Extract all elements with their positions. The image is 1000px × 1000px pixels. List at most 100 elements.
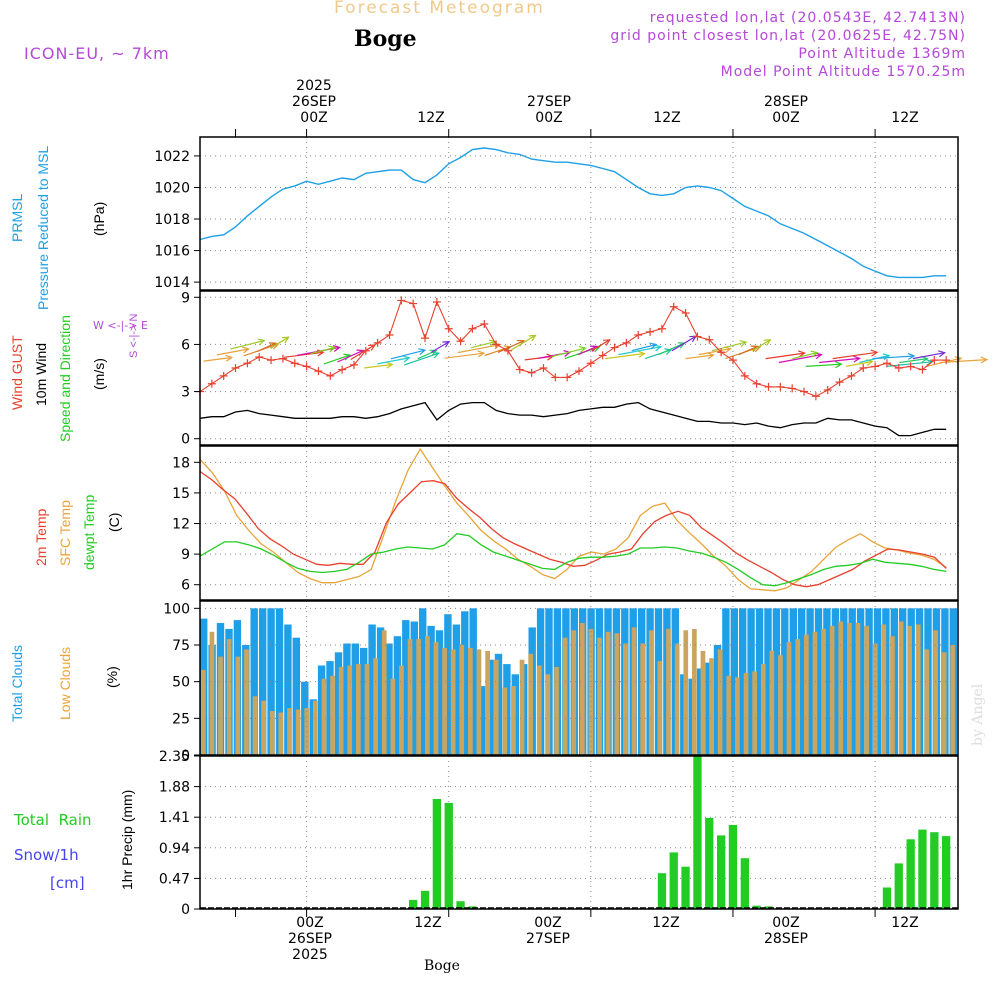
wind-arrowhead: [798, 350, 806, 358]
gust-marker: [598, 351, 607, 360]
gust-marker: [728, 356, 737, 365]
wind-arrowhead: [225, 354, 234, 362]
low-cloud-bar: [648, 630, 654, 755]
wind-vector: [404, 352, 439, 366]
wind-vector: [457, 344, 501, 354]
gust-marker: [669, 302, 678, 311]
model-name: ICON-EU, ~ 7km: [24, 44, 170, 63]
gust-marker: [409, 299, 418, 308]
gust-marker: [456, 337, 465, 346]
wind-vector: [658, 342, 685, 356]
gust-marker: [444, 324, 453, 333]
total-cloud-bar: [444, 614, 452, 755]
pressure-panel: [199, 136, 959, 291]
pressure-line: [199, 147, 947, 279]
low-cloud-bar: [450, 649, 456, 755]
total-cloud-bar: [435, 630, 444, 755]
wind-vector: [685, 354, 714, 360]
gust-marker: [361, 346, 370, 355]
gust-marker: [871, 362, 880, 371]
wind-arrowhead: [810, 350, 819, 358]
wind-vector: [471, 341, 496, 349]
low-cloud-bar: [545, 674, 551, 755]
total-cloud-bar: [267, 608, 275, 755]
wind-arrowhead: [907, 352, 916, 360]
low-cloud-bar: [752, 671, 757, 755]
low-cloud-bar: [623, 643, 628, 755]
gust-marker: [338, 365, 347, 374]
total-cloud-bar: [781, 608, 789, 755]
low-cloud-bar: [416, 639, 421, 755]
low-cloud-bar: [631, 627, 637, 755]
low-cloud-bar: [295, 709, 301, 755]
gust-marker: [373, 338, 382, 347]
total-cloud-bar: [360, 647, 368, 755]
bottom-time-label: 12Z: [891, 915, 919, 931]
low-cloud-bar: [907, 625, 912, 755]
top-time-label: 27SEP 00Z: [527, 94, 571, 126]
rain-bar: [930, 832, 939, 909]
low-cloud-bar: [898, 621, 904, 755]
low-cloud-bar: [235, 656, 241, 755]
low-cloud-bar: [890, 636, 895, 755]
total-cloud-bar: [486, 659, 494, 755]
low-cloud-bar: [683, 630, 689, 755]
low-cloud-bar: [924, 649, 930, 755]
low-cloud-bar: [941, 652, 947, 755]
wind-arrowhead: [654, 344, 663, 352]
total-cloud-bar: [798, 608, 806, 755]
low-cloud-bar: [804, 634, 809, 755]
gust-marker: [243, 359, 252, 368]
low-cloud-bar: [536, 665, 542, 755]
low-cloud-bar: [209, 631, 215, 755]
top-time-label: 12Z: [891, 110, 919, 126]
low-cloud-bar: [321, 678, 327, 755]
rain-bar: [717, 835, 726, 909]
wind-arrowhead: [853, 355, 861, 363]
pressure-tick-label: 1016: [154, 244, 190, 260]
low-cloud-bar: [252, 696, 258, 755]
wind-arrowhead: [763, 339, 772, 346]
wind-vector: [497, 340, 525, 353]
total-cloud-bar: [317, 665, 326, 755]
temp-2m-line: [199, 470, 947, 588]
wind-arrowhead: [602, 339, 611, 346]
low-cloud-bar: [674, 643, 680, 755]
low-cloud-bar: [778, 655, 783, 755]
gust-marker: [942, 356, 951, 365]
rain-bar: [693, 756, 702, 909]
top-time-label: 12Z: [653, 110, 681, 126]
cloud-tick-label: 0: [181, 748, 190, 764]
cloud-panel: [199, 600, 959, 756]
gust-marker: [740, 371, 749, 380]
low-cloud-bar: [442, 647, 447, 755]
rain-bar: [669, 852, 678, 909]
gust-marker: [859, 364, 868, 372]
total-cloud-bar: [368, 624, 376, 755]
rain-bar: [705, 817, 714, 909]
low-cloud-bar: [881, 624, 887, 755]
low-cloud-bar: [459, 645, 465, 755]
gust-marker: [255, 353, 264, 361]
wind-vector: [323, 354, 351, 365]
precip-tick-label: 0.94: [159, 841, 190, 857]
low-cloud-bar: [812, 631, 818, 755]
dewpoint-line: [199, 533, 947, 587]
low-cloud-bar: [287, 708, 292, 755]
gust-marker: [290, 359, 299, 368]
rain-bar: [728, 825, 738, 909]
wind-vector: [310, 346, 336, 355]
cloud-tick-label: 75: [172, 638, 190, 654]
gust-marker: [503, 346, 512, 355]
total-cloud-bar: [334, 652, 343, 755]
pressure-tick-label: 1014: [154, 275, 190, 291]
total-cloud-bar: [764, 608, 772, 755]
gust-marker: [906, 362, 915, 371]
total-cloud-bar: [747, 608, 755, 755]
wind-tick-label: 6: [181, 337, 190, 353]
wind-vector: [578, 345, 598, 356]
wind-vector: [618, 346, 661, 356]
low-cloud-bar: [425, 636, 430, 755]
top-time-label: 2025 26SEP 00Z: [292, 78, 336, 126]
gust-marker: [219, 371, 228, 380]
